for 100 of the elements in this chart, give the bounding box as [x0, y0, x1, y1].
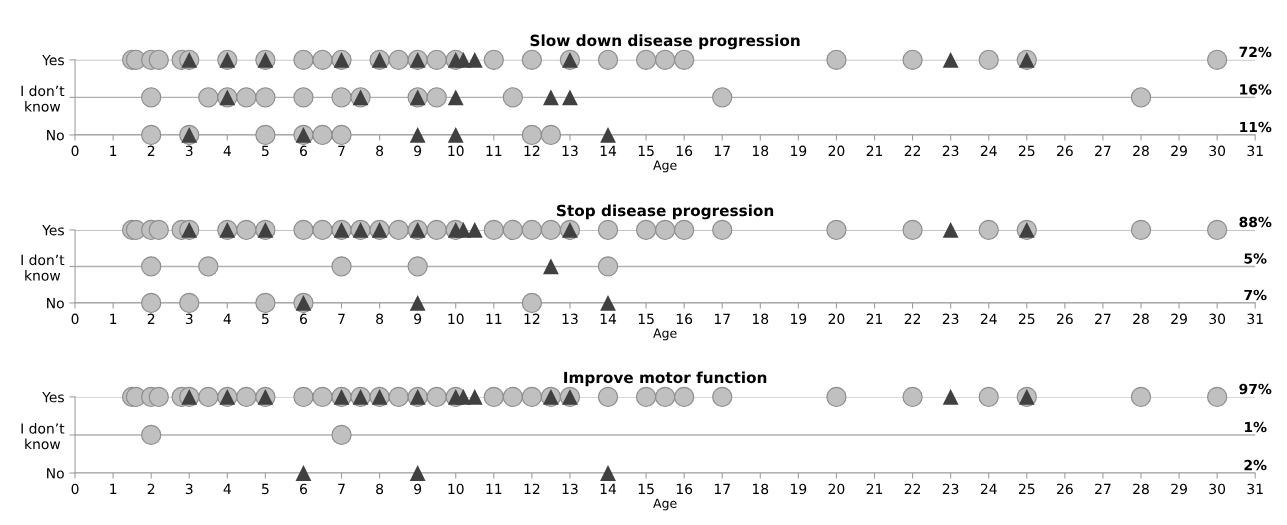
x-tick-label: 1 [110, 483, 117, 494]
x-tick-label: 30 [1209, 483, 1226, 495]
x-tick-label: 28 [1133, 145, 1149, 157]
x-tick-label: 28 [1133, 483, 1149, 495]
x-tick-label: 12 [524, 145, 540, 156]
annotation: 2% [1244, 459, 1267, 471]
x-tick-label: 4 [223, 483, 231, 494]
x-tick-label: 9 [414, 313, 422, 325]
chart-title: Slow down disease progression [530, 34, 800, 50]
x-tick-label: 16 [676, 313, 693, 325]
x-tick-label: 21 [866, 145, 883, 156]
x-tick-label: 20 [828, 145, 845, 157]
x-tick-label: 0 [71, 145, 79, 157]
x-tick-label: 28 [1133, 313, 1149, 325]
x-tick-label: 5 [262, 313, 269, 325]
x-tick-label: 27 [1095, 313, 1111, 324]
x-tick-label: 6 [300, 145, 307, 157]
x-tick-label: 25 [1018, 145, 1035, 157]
x-tick-label: 10 [448, 483, 464, 495]
x-tick-label: 9 [414, 483, 422, 495]
x-axis-title: Age [653, 160, 677, 173]
x-axis-title: Age [653, 328, 677, 341]
x-tick-label: 19 [791, 145, 807, 157]
x-tick-label: 8 [376, 483, 384, 495]
x-tick-label: 12 [524, 483, 540, 494]
y-tick-label: Yes [42, 225, 64, 236]
x-tick-label: 4 [223, 145, 231, 156]
x-tick-label: 14 [600, 313, 617, 324]
x-tick-label: 8 [376, 145, 384, 157]
x-tick-label: 25 [1018, 483, 1035, 495]
x-tick-label: 14 [600, 483, 617, 494]
x-tick-label: 11 [486, 483, 502, 494]
x-tick-label: 16 [676, 483, 693, 495]
x-tick-label: 20 [828, 483, 845, 495]
x-tick-label: 26 [1057, 483, 1073, 495]
x-tick-label: 31 [1247, 313, 1263, 325]
x-tick-label: 20 [828, 313, 845, 325]
x-tick-label: 5 [262, 145, 269, 157]
x-tick-label: 23 [942, 483, 959, 495]
x-tick-label: 11 [486, 313, 502, 324]
x-tick-label: 0 [71, 483, 79, 495]
x-tick-label: 13 [562, 483, 578, 495]
y-tick-label: No [47, 130, 64, 141]
y-tick-label: Yes [42, 55, 64, 66]
x-tick-label: 18 [752, 483, 769, 495]
x-axis-title: Age [653, 498, 677, 511]
text: 88% [1239, 216, 1272, 228]
x-tick-label: 6 [300, 313, 307, 325]
x-tick-label: 17 [714, 145, 730, 156]
x-tick-label: 27 [1095, 483, 1111, 494]
y-tick-label: I don’t know [21, 422, 65, 450]
x-tick-label: 7 [338, 483, 345, 494]
x-tick-label: 3 [185, 313, 193, 325]
x-tick-label: 14 [600, 145, 617, 156]
x-tick-label: 22 [904, 313, 921, 324]
x-tick-label: 24 [980, 313, 997, 324]
annotation: 11% [1240, 121, 1272, 133]
x-tick-label: 4 [223, 313, 231, 324]
x-tick-label: 17 [714, 483, 730, 494]
x-tick-label: 24 [980, 483, 997, 494]
y-tick-label: No [47, 298, 64, 309]
annotation: 16% [1240, 84, 1272, 95]
x-tick-label: 29 [1171, 145, 1187, 157]
x-tick-label: 0 [71, 313, 79, 325]
x-tick-label: 23 [942, 313, 959, 325]
x-tick-label: 30 [1209, 145, 1226, 157]
x-tick-label: 10 [448, 313, 464, 325]
y-tick-label: I don’t know [21, 254, 65, 281]
annotation: 5% [1244, 253, 1267, 264]
x-tick-label: 26 [1057, 313, 1073, 325]
x-tick-label: 15 [638, 145, 654, 157]
x-tick-label: 23 [942, 145, 959, 157]
y-tick-label: No [47, 468, 64, 479]
x-tick-label: 18 [752, 313, 769, 325]
x-tick-label: 30 [1209, 313, 1226, 325]
x-tick-label: 21 [866, 313, 883, 324]
x-tick-label: 2 [147, 483, 155, 494]
x-tick-label: 29 [1171, 313, 1187, 325]
x-tick-label: 16 [676, 145, 693, 157]
x-tick-label: 27 [1095, 145, 1111, 156]
x-tick-label: 13 [562, 313, 578, 325]
text: 97% [1239, 383, 1272, 395]
x-tick-label: 2 [147, 145, 155, 156]
x-tick-label: 7 [338, 313, 345, 324]
x-tick-label: 3 [185, 145, 193, 157]
x-tick-label: 24 [980, 145, 997, 156]
x-tick-label: 13 [562, 145, 578, 157]
x-tick-label: 1 [110, 313, 117, 324]
x-tick-label: 31 [1247, 483, 1263, 495]
x-tick-label: 19 [791, 313, 807, 325]
x-tick-label: 15 [638, 313, 654, 325]
x-tick-label: 9 [414, 145, 422, 157]
x-tick-label: 8 [376, 313, 384, 325]
x-tick-label: 12 [524, 313, 540, 324]
x-tick-label: 22 [904, 145, 921, 156]
x-tick-label: 17 [714, 313, 730, 324]
x-tick-label: 15 [638, 483, 654, 495]
x-tick-label: 22 [904, 483, 921, 494]
text: 72% [1239, 46, 1272, 58]
x-tick-label: 1 [110, 145, 117, 156]
